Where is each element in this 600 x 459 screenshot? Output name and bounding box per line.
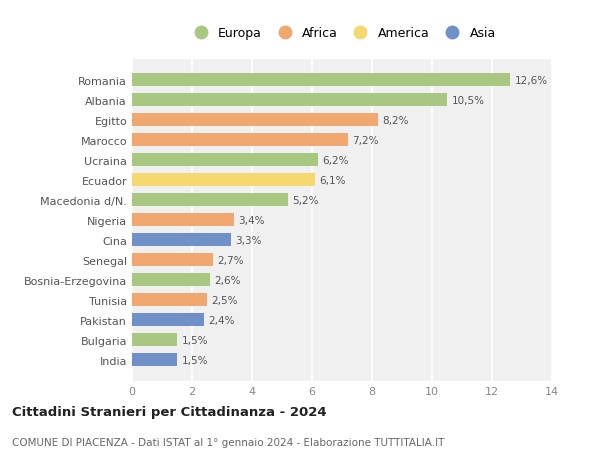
Bar xyxy=(132,134,348,147)
Bar xyxy=(132,313,204,326)
Text: 8,2%: 8,2% xyxy=(383,116,409,126)
Bar xyxy=(132,174,315,187)
Bar xyxy=(132,294,207,307)
Bar xyxy=(132,154,318,167)
Text: 1,5%: 1,5% xyxy=(182,355,208,365)
Bar xyxy=(132,274,210,286)
Text: 5,2%: 5,2% xyxy=(293,196,319,205)
Bar xyxy=(132,254,213,267)
Text: 2,4%: 2,4% xyxy=(209,315,235,325)
Text: 2,6%: 2,6% xyxy=(215,275,241,285)
Text: 2,7%: 2,7% xyxy=(218,255,244,265)
Bar xyxy=(132,194,288,207)
Bar xyxy=(132,353,177,366)
Bar xyxy=(132,214,234,227)
Text: 10,5%: 10,5% xyxy=(452,96,485,106)
Bar xyxy=(132,94,447,107)
Text: 7,2%: 7,2% xyxy=(353,135,379,146)
Text: 12,6%: 12,6% xyxy=(515,76,548,86)
Text: COMUNE DI PIACENZA - Dati ISTAT al 1° gennaio 2024 - Elaborazione TUTTITALIA.IT: COMUNE DI PIACENZA - Dati ISTAT al 1° ge… xyxy=(12,437,445,447)
Bar xyxy=(132,234,231,247)
Text: 6,1%: 6,1% xyxy=(320,175,346,185)
Bar xyxy=(132,334,177,347)
Bar xyxy=(132,74,510,87)
Text: 3,4%: 3,4% xyxy=(239,215,265,225)
Text: Cittadini Stranieri per Cittadinanza - 2024: Cittadini Stranieri per Cittadinanza - 2… xyxy=(12,405,326,419)
Bar xyxy=(132,114,378,127)
Text: 1,5%: 1,5% xyxy=(182,335,208,345)
Text: 6,2%: 6,2% xyxy=(323,156,349,166)
Text: 3,3%: 3,3% xyxy=(235,235,262,245)
Text: 2,5%: 2,5% xyxy=(212,295,238,305)
Legend: Europa, Africa, America, Asia: Europa, Africa, America, Asia xyxy=(188,28,496,40)
